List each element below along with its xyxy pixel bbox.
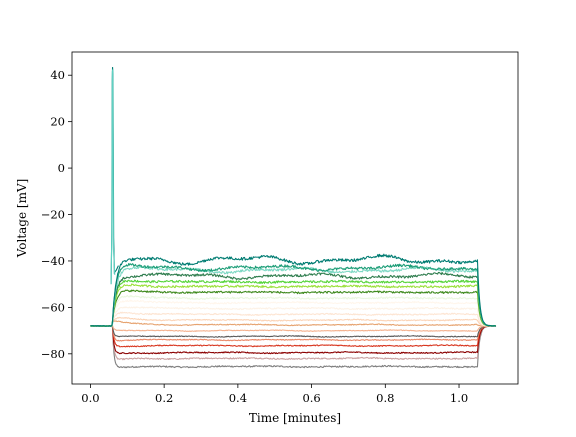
series-line xyxy=(90,325,496,342)
series-layer xyxy=(90,67,497,369)
x-tick-label: 0.0 xyxy=(81,391,99,405)
series-line xyxy=(90,325,497,355)
series-line xyxy=(90,271,496,327)
series-line xyxy=(90,253,497,327)
x-tick-label: 1.0 xyxy=(450,391,468,405)
y-tick-label: −40 xyxy=(41,254,65,268)
y-tick-label: 0 xyxy=(58,161,65,175)
y-tick-label: −80 xyxy=(41,347,65,361)
series-line xyxy=(90,299,497,327)
x-axis-label: Time [minutes] xyxy=(249,411,341,425)
x-tick-label: 0.8 xyxy=(376,391,394,405)
series-line xyxy=(90,283,497,327)
y-tick-label: −60 xyxy=(41,300,65,314)
series-line xyxy=(90,263,497,327)
series-line xyxy=(90,294,496,327)
series-line xyxy=(90,311,497,327)
spike-line xyxy=(110,69,116,285)
x-tick-label: 0.2 xyxy=(155,391,173,405)
series-line xyxy=(90,325,496,338)
series-line xyxy=(90,325,497,361)
y-tick-label: 20 xyxy=(50,115,65,129)
series-line xyxy=(90,325,497,348)
x-tick-label: 0.4 xyxy=(229,391,247,405)
series-line xyxy=(90,325,496,369)
series-line xyxy=(90,279,497,327)
series-line xyxy=(90,289,497,327)
x-tick-label: 0.6 xyxy=(302,391,320,405)
series-line xyxy=(90,316,497,327)
y-tick-label: 40 xyxy=(50,68,65,82)
y-axis-label: Voltage [mV] xyxy=(15,179,29,259)
y-tick-label: −20 xyxy=(41,208,65,222)
ticks-layer: 0.0 0.2 0.4 0.6 0.8 1.0 −80 −60 −40 −20 0 20 40 xyxy=(41,68,468,405)
plot-frame xyxy=(71,51,519,385)
series-line xyxy=(90,325,497,333)
series-line xyxy=(90,320,496,327)
series-line xyxy=(90,306,496,327)
